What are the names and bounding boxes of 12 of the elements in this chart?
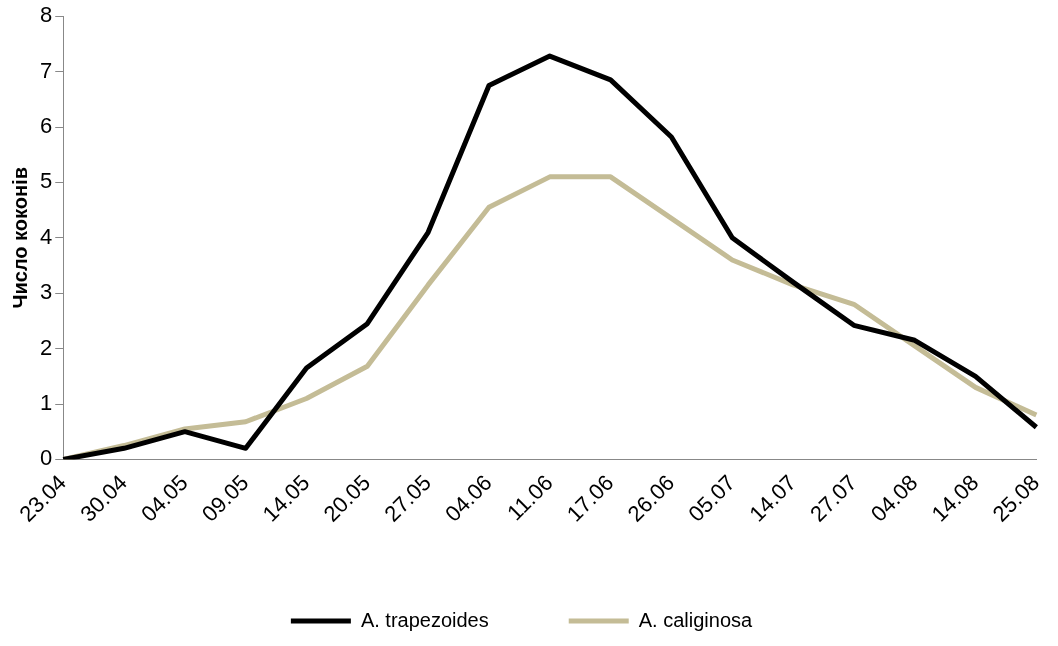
y-tick-label: 0	[39, 445, 53, 471]
y-tick-label: 8	[39, 2, 53, 28]
y-tick-label: 5	[39, 168, 53, 194]
y-axis-title: Число коконів	[8, 167, 31, 309]
legend-label: A. trapezoides	[360, 608, 489, 631]
y-tick-label: 4	[39, 223, 53, 249]
y-tick-label: 7	[39, 57, 53, 83]
y-tick-label: 6	[39, 113, 53, 139]
legend-label: A. caliginosa	[638, 608, 753, 631]
y-tick-label: 2	[39, 334, 53, 360]
y-tick-label: 3	[39, 279, 53, 305]
y-tick-label: 1	[39, 390, 53, 416]
